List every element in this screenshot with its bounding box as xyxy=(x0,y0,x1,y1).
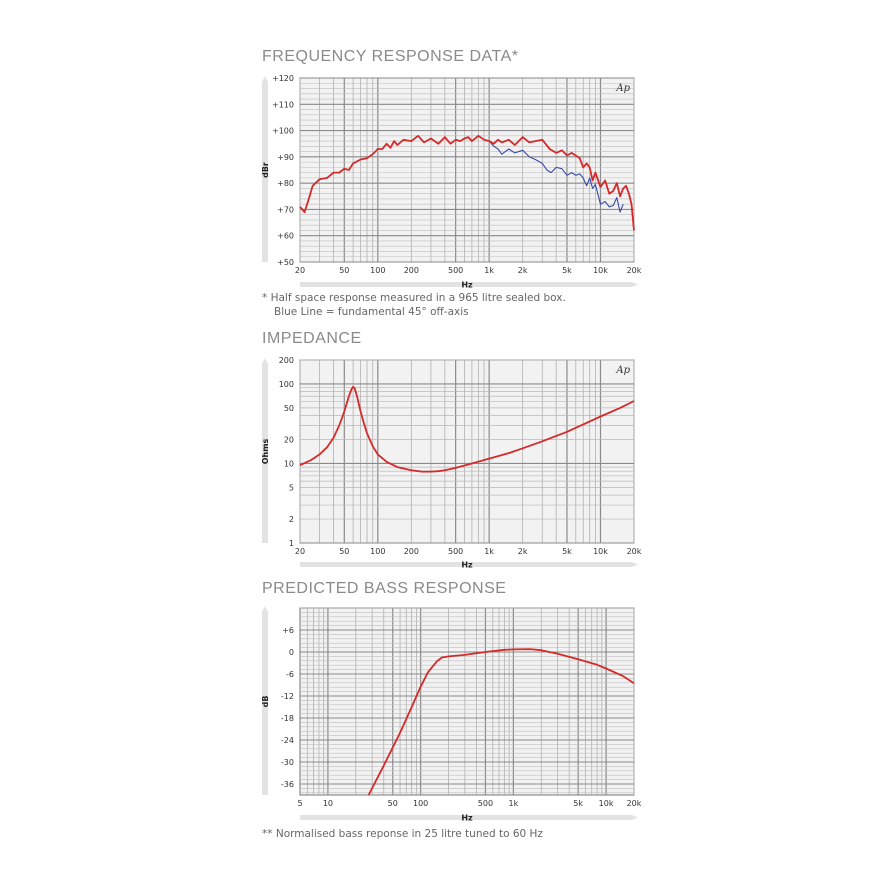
imp-x-axis-label: Hz xyxy=(461,561,473,570)
freq-x-tick-label: 20 xyxy=(295,266,305,275)
imp-x-axis-band xyxy=(300,562,638,567)
freq-y-tick-label: +120 xyxy=(272,74,294,83)
bass-y-tick-label: 0 xyxy=(289,648,294,657)
bass-x-tick-label: 500 xyxy=(478,799,493,808)
imp-x-tick-label: 2k xyxy=(518,547,528,556)
bass-x-tick-label: 10k xyxy=(599,799,614,808)
bass-x-tick-label: 100 xyxy=(413,799,428,808)
imp-x-tick-label: 5k xyxy=(562,547,572,556)
freq-y-axis-label: dBr xyxy=(261,162,270,178)
imp-x-tick-label: 50 xyxy=(339,547,349,556)
freq-x-tick-label: 20k xyxy=(627,266,642,275)
impedance-title: IMPEDANCE xyxy=(262,330,362,347)
imp-y-tick-label: 2 xyxy=(289,515,294,524)
imp-ap-logo: Ap xyxy=(615,365,630,376)
frequency-note-line2: Blue Line = fundamental 45° off-axis xyxy=(274,306,469,318)
bass-y-tick-label: -6 xyxy=(286,670,294,679)
imp-y-tick-label: 100 xyxy=(279,380,294,389)
bass-y-axis-label: dB xyxy=(261,696,270,708)
bass-x-axis-band xyxy=(300,815,638,820)
bass-x-tick-label: 1k xyxy=(508,799,518,808)
freq-y-tick-label: +50 xyxy=(277,258,294,267)
bass-y-tick-label: -18 xyxy=(281,714,294,723)
freq-x-tick-label: 50 xyxy=(339,266,349,275)
bass-y-axis-band xyxy=(262,606,268,795)
freq-x-axis-label: Hz xyxy=(461,281,473,290)
bass-y-tick-label: -12 xyxy=(281,692,294,701)
imp-x-tick-label: 100 xyxy=(370,547,385,556)
freq-y-tick-label: +100 xyxy=(272,127,294,136)
frequency-response-title: FREQUENCY RESPONSE DATA* xyxy=(262,48,519,65)
imp-y-tick-label: 200 xyxy=(279,356,294,365)
imp-x-tick-label: 20 xyxy=(295,547,305,556)
imp-y-tick-label: 50 xyxy=(284,404,294,413)
freq-x-tick-label: 500 xyxy=(448,266,463,275)
imp-x-tick-label: 200 xyxy=(404,547,419,556)
bass-y-tick-label: -30 xyxy=(281,758,294,767)
freq-x-tick-label: 1k xyxy=(484,266,494,275)
freq-y-tick-label: +60 xyxy=(277,232,294,241)
freq-x-tick-label: 100 xyxy=(370,266,385,275)
bass-x-axis-label: Hz xyxy=(461,814,473,823)
imp-y-axis-band xyxy=(262,358,268,543)
bass-y-tick-label: +6 xyxy=(282,626,294,635)
bass-series-red-line xyxy=(367,648,635,796)
bass-plot-area xyxy=(299,607,635,796)
imp-x-tick-label: 500 xyxy=(448,547,463,556)
freq-y-tick-label: +90 xyxy=(277,153,294,162)
imp-y-axis-label: Ohms xyxy=(261,438,270,464)
imp-x-tick-label: 10k xyxy=(593,547,608,556)
freq-x-tick-label: 5k xyxy=(562,266,572,275)
freq-x-tick-label: 10k xyxy=(593,266,608,275)
imp-series-red-line xyxy=(299,385,635,473)
freq-y-axis-band xyxy=(262,76,268,262)
freq-x-axis-band xyxy=(300,282,638,287)
bass-x-tick-label: 20k xyxy=(627,799,642,808)
imp-y-tick-label: 10 xyxy=(284,459,294,468)
bass-x-tick-label: 5 xyxy=(297,799,302,808)
freq-y-tick-label: +80 xyxy=(277,179,294,188)
imp-x-tick-label: 20k xyxy=(627,547,642,556)
imp-x-tick-label: 1k xyxy=(484,547,494,556)
freq-x-tick-label: 200 xyxy=(404,266,419,275)
freq-plot-area xyxy=(299,77,635,263)
bass-y-tick-label: -36 xyxy=(281,780,294,789)
freq-y-tick-label: +70 xyxy=(277,205,294,214)
bass-x-tick-label: 10 xyxy=(323,799,333,808)
freq-series-blue-line xyxy=(488,140,624,213)
bass-y-tick-label: -24 xyxy=(281,736,294,745)
freq-ap-logo: Ap xyxy=(615,83,630,94)
freq-series-red-line xyxy=(299,134,635,231)
bass-response-note: ** Normalised bass reponse in 25 litre t… xyxy=(262,828,543,840)
freq-x-tick-label: 2k xyxy=(518,266,528,275)
freq-y-tick-label: +110 xyxy=(272,100,294,109)
bass-x-tick-label: 50 xyxy=(388,799,398,808)
imp-y-tick-label: 20 xyxy=(284,436,294,445)
imp-y-tick-label: 5 xyxy=(289,483,294,492)
frequency-note-line1: * Half space response measured in a 965 … xyxy=(262,292,566,304)
bass-x-tick-label: 5k xyxy=(573,799,583,808)
bass-response-title: PREDICTED BASS RESPONSE xyxy=(262,580,507,597)
imp-y-tick-label: 1 xyxy=(289,539,294,548)
